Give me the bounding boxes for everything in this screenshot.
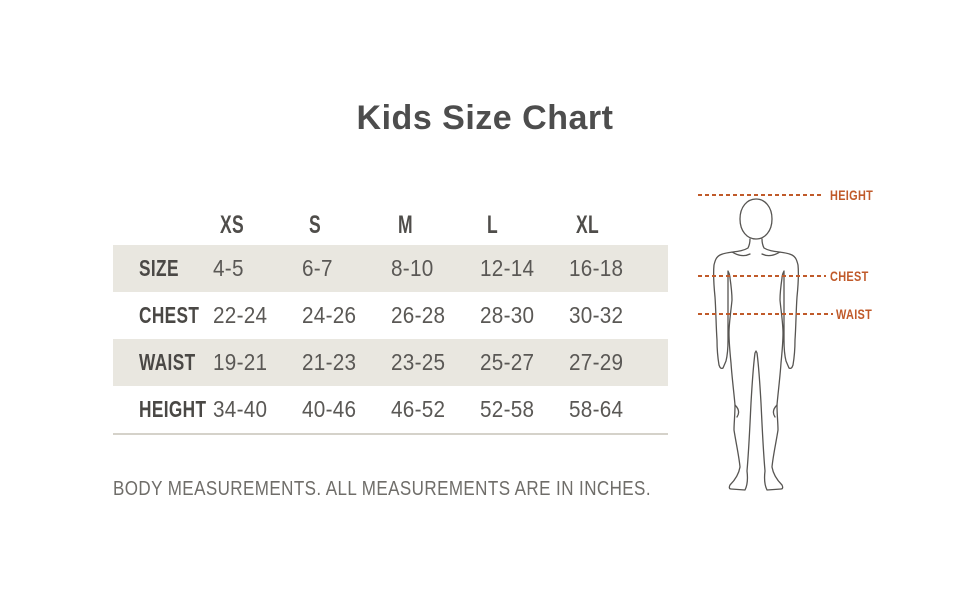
- table-cell: 26-28: [391, 302, 446, 328]
- knee-marks: [734, 404, 778, 418]
- table-cell: 46-52: [391, 396, 446, 422]
- table-row-height: HEIGHT 34-40 40-46 46-52 52-58 58-64: [113, 386, 668, 433]
- table-cell: 58-64: [569, 396, 624, 422]
- column-header-l: L: [487, 211, 499, 239]
- table-cell: 8-10: [391, 255, 434, 281]
- collarbone-marks: [731, 251, 781, 257]
- table-bottom-rule: [113, 433, 668, 435]
- column-header-xs: XS: [220, 211, 245, 239]
- page-title: Kids Size Chart: [356, 99, 614, 137]
- column-header-m: M: [398, 211, 413, 239]
- row-label-size: SIZE: [139, 255, 179, 281]
- row-label-waist: WAIST: [139, 349, 196, 375]
- table-cell: 21-23: [302, 349, 357, 375]
- size-table-header-row: XS S M L XL: [113, 206, 668, 245]
- measurements-note: BODY MEASUREMENTS. ALL MEASUREMENTS ARE …: [113, 478, 651, 500]
- table-cell: 24-26: [302, 302, 357, 328]
- table-cell: 34-40: [213, 396, 268, 422]
- column-header-s: S: [309, 211, 322, 239]
- table-cell: 4-5: [213, 255, 244, 281]
- head-outline: [739, 198, 773, 240]
- table-cell: 19-21: [213, 349, 268, 375]
- table-cell: 12-14: [480, 255, 535, 281]
- table-cell: 25-27: [480, 349, 535, 375]
- row-label-height: HEIGHT: [139, 396, 207, 422]
- table-cell: 52-58: [480, 396, 535, 422]
- body-silhouette: [712, 238, 800, 491]
- waist-label: WAIST: [836, 306, 873, 322]
- table-cell: 30-32: [569, 302, 624, 328]
- table-cell: 22-24: [213, 302, 268, 328]
- table-cell: 23-25: [391, 349, 446, 375]
- height-label: HEIGHT: [830, 187, 874, 203]
- chest-label: CHEST: [830, 268, 869, 284]
- table-row-waist: WAIST 19-21 21-23 23-25 25-27 27-29: [113, 339, 668, 386]
- size-table: XS S M L XL SIZE 4-5 6-7 8-10 12-14 16-1…: [113, 206, 668, 435]
- table-row-chest: CHEST 22-24 24-26 26-28 28-30 30-32: [113, 292, 668, 339]
- row-label-chest: CHEST: [139, 302, 200, 328]
- table-row-size: SIZE 4-5 6-7 8-10 12-14 16-18: [113, 245, 668, 292]
- table-cell: 27-29: [569, 349, 624, 375]
- table-cell: 40-46: [302, 396, 357, 422]
- column-header-xl: XL: [576, 211, 600, 239]
- table-cell: 6-7: [302, 255, 333, 281]
- table-cell: 28-30: [480, 302, 535, 328]
- body-outline-figure: [698, 194, 833, 491]
- table-cell: 16-18: [569, 255, 624, 281]
